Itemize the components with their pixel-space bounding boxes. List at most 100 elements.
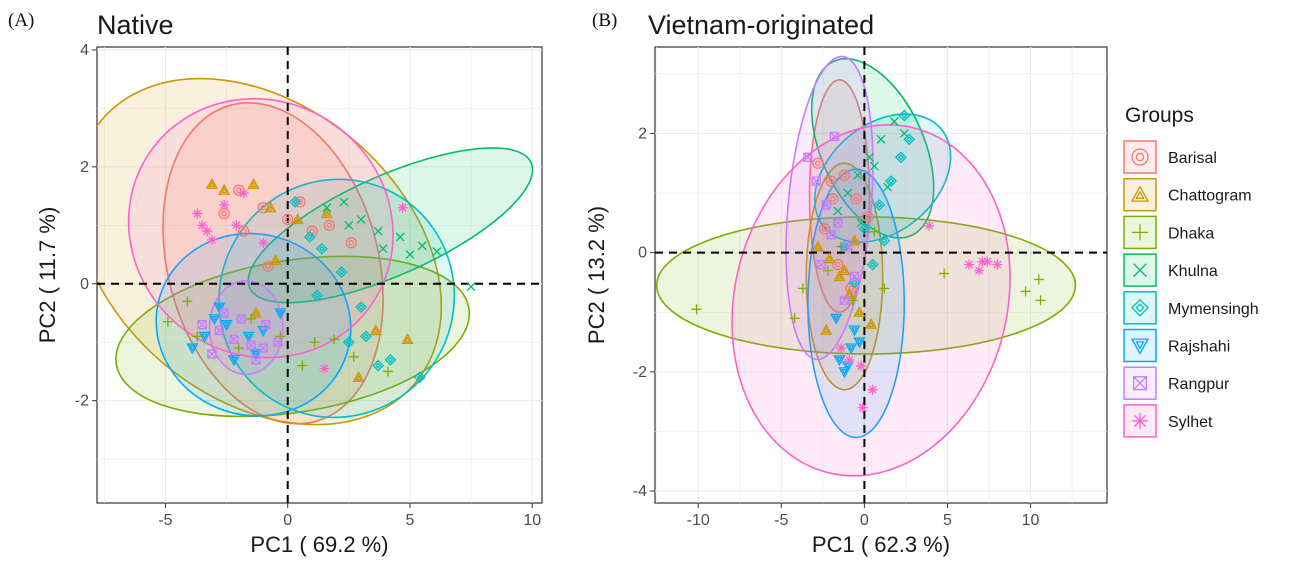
point-chattogram-part bbox=[372, 327, 380, 334]
x-tick-label: 0 bbox=[860, 512, 869, 529]
point-mymensingh bbox=[903, 133, 916, 146]
legend-item-khulna: Khulna bbox=[1123, 253, 1218, 287]
point-barisal-part bbox=[832, 258, 844, 271]
point-dhaka bbox=[1035, 295, 1046, 306]
point-sylhet bbox=[856, 360, 867, 371]
point-khulna bbox=[466, 282, 476, 292]
legend-label-barisal: Barisal bbox=[1168, 150, 1217, 167]
point-rangpur-part bbox=[246, 340, 256, 350]
point-rajshahi bbox=[853, 337, 866, 349]
point-chattogram-part bbox=[267, 204, 274, 211]
point-barisal-part bbox=[818, 223, 831, 235]
point-chattogram bbox=[218, 183, 231, 195]
point-mymensingh-part bbox=[887, 177, 895, 185]
point-chattogram-part bbox=[291, 213, 304, 225]
point-dhaka bbox=[382, 366, 393, 377]
point-barisal bbox=[812, 157, 824, 169]
point-barisal-part bbox=[262, 260, 274, 272]
x-tick-label: -5 bbox=[158, 512, 172, 529]
point-rangpur bbox=[803, 152, 813, 162]
points-a bbox=[162, 178, 476, 384]
point-khulna-part bbox=[876, 134, 886, 144]
point-mymensingh bbox=[316, 242, 328, 255]
point-mymensingh-part bbox=[861, 225, 868, 232]
point-mymensingh-part bbox=[901, 112, 908, 119]
point-chattogram-part bbox=[220, 187, 228, 194]
point-rangpur bbox=[821, 200, 831, 210]
point-rangpur bbox=[849, 271, 860, 282]
point-rajshahi-part bbox=[856, 339, 863, 346]
legend-label-chattogram: Chattogram bbox=[1168, 188, 1252, 205]
point-barisal bbox=[282, 213, 294, 226]
point-sylhet-part bbox=[975, 266, 984, 275]
point-mymensingh-part bbox=[387, 356, 394, 363]
point-chattogram-part bbox=[352, 370, 365, 382]
legend-key-rajshahi bbox=[1123, 328, 1157, 363]
point-sylhet-part bbox=[857, 361, 866, 370]
point-sylhet-part bbox=[320, 364, 329, 373]
point-khulna-part bbox=[883, 182, 893, 192]
legend-symbol-rangpur bbox=[1132, 376, 1148, 391]
point-sylhet-part bbox=[993, 260, 1002, 269]
legend-key-mymensingh bbox=[1123, 291, 1157, 325]
point-barisal-part bbox=[862, 211, 874, 223]
point-rangpur-part bbox=[816, 260, 826, 270]
point-mymensingh-part bbox=[869, 261, 876, 268]
y-tick-label: 2 bbox=[80, 159, 89, 176]
point-barisal bbox=[832, 258, 844, 271]
point-rajshahi-part bbox=[833, 355, 846, 367]
point-khulna bbox=[883, 182, 893, 192]
point-chattogram bbox=[864, 317, 878, 329]
legend-item-barisal: Barisal bbox=[1123, 140, 1217, 174]
legend-symbol-dhaka bbox=[1132, 224, 1148, 241]
x-tick-label: 5 bbox=[943, 512, 952, 529]
ticks-a: -5 0 5 10 -2 0 2 4 bbox=[75, 42, 541, 529]
point-barisal-part bbox=[814, 160, 821, 167]
point-rajshahi-part bbox=[211, 315, 218, 322]
point-sylhet-part bbox=[198, 221, 207, 230]
plot-b-area bbox=[654, 46, 1108, 504]
point-mymensingh-part bbox=[413, 371, 426, 384]
point-rajshahi-part bbox=[853, 337, 866, 349]
point-rajshahi-part bbox=[841, 368, 848, 375]
point-sylhet-part bbox=[858, 403, 867, 412]
point-chattogram bbox=[848, 234, 861, 246]
point-sylhet bbox=[197, 220, 208, 231]
point-khulna-part bbox=[339, 197, 349, 207]
ticks-b: -10 -5 0 5 10 -4 -2 0 2 bbox=[633, 125, 1040, 529]
point-rangpur bbox=[229, 334, 239, 344]
point-chattogram-part bbox=[247, 178, 260, 190]
point-rangpur-part bbox=[261, 320, 271, 330]
point-khulna bbox=[889, 117, 899, 126]
point-dhaka bbox=[691, 304, 702, 315]
point-khulna-part bbox=[869, 161, 879, 171]
point-rangpur-part bbox=[821, 200, 831, 210]
point-rangpur-part bbox=[833, 218, 843, 228]
y-tick-label: 0 bbox=[638, 245, 647, 262]
point-rajshahi bbox=[833, 355, 846, 367]
legend-symbol-chattogram-part bbox=[1135, 190, 1145, 199]
point-mymensingh-part bbox=[311, 289, 323, 302]
legend-symbol-barisal-part bbox=[1135, 152, 1145, 162]
ellipse-sylhet bbox=[127, 97, 394, 359]
point-sylhet bbox=[857, 402, 868, 413]
point-chattogram-part bbox=[320, 207, 333, 219]
legend-item-rajshahi: Rajshahi bbox=[1123, 328, 1230, 363]
point-rajshahi-part bbox=[249, 349, 263, 361]
point-sylhet bbox=[867, 384, 878, 395]
legend-key-khulna bbox=[1123, 253, 1157, 287]
legend-label-mymensingh: Mymensingh bbox=[1168, 301, 1259, 318]
point-sylhet bbox=[964, 259, 975, 270]
point-mymensingh-part bbox=[355, 301, 367, 314]
point-chattogram bbox=[269, 254, 282, 266]
point-rangpur-part bbox=[246, 340, 256, 350]
point-khulna bbox=[373, 226, 383, 236]
point-sylhet bbox=[238, 188, 249, 199]
y-axis-title-a: PC2 ( 11.7 %) bbox=[35, 207, 60, 344]
point-chattogram bbox=[833, 270, 846, 282]
point-dhaka bbox=[309, 337, 320, 348]
point-chattogram bbox=[838, 264, 851, 276]
point-sylhet-part bbox=[978, 257, 987, 266]
point-rajshahi-part bbox=[242, 331, 255, 343]
